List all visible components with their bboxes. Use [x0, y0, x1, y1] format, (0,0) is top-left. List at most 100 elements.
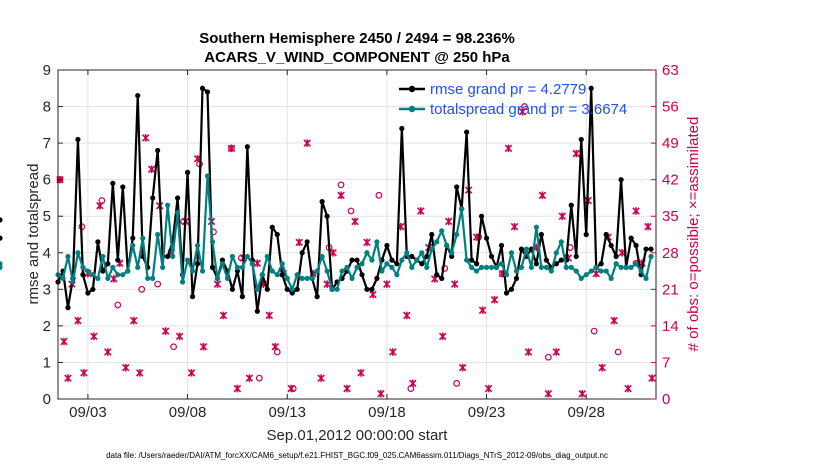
obs-assimilated-marker [90, 332, 98, 341]
obs-assimilated-marker [351, 217, 359, 226]
series-lines [0, 85, 654, 314]
totalspread-point [528, 264, 535, 270]
totalspread-point [369, 257, 375, 263]
obs-assimilated-marker [141, 134, 150, 142]
totalspread-point [269, 268, 275, 274]
totalspread-point [379, 268, 385, 274]
rmse-point [349, 257, 355, 263]
totalspread-point [394, 272, 400, 278]
obs-assimilated-marker [271, 342, 280, 351]
rmse-point [384, 242, 390, 249]
totalspread-line [57, 174, 653, 291]
totalspread-point [593, 264, 599, 270]
totalspread-point [419, 250, 425, 256]
obs-possible-marker [255, 374, 263, 382]
obs-assimilated-marker [96, 201, 104, 210]
totalspread-point [105, 275, 111, 281]
rmse-point [135, 92, 141, 99]
rmse-point [0, 217, 3, 223]
rmse-point [474, 261, 480, 267]
rmse-point [274, 231, 280, 238]
y-tick-label: 8 [43, 99, 51, 116]
rmse-point [513, 275, 520, 281]
totalspread-point [578, 275, 584, 281]
obs-possible-marker [453, 379, 461, 387]
obs-assimilated-marker [403, 311, 411, 320]
totalspread-point [454, 231, 460, 238]
rmse-point [434, 272, 440, 278]
totalspread-point [508, 250, 515, 256]
obs-possible-marker [347, 207, 355, 215]
obs-assimilated-marker [510, 222, 519, 231]
rmse-point [503, 290, 510, 296]
legend-rmse-label: rmse grand pr = 4.2779 [430, 81, 586, 98]
rmse-point [598, 261, 604, 267]
rmse-point [608, 242, 614, 249]
totalspread-point [135, 264, 141, 270]
rmse-point [533, 261, 540, 267]
obs-assimilated-marker [518, 107, 527, 116]
rmse-point [409, 253, 415, 260]
rmse-point [469, 257, 475, 263]
rmse-point [464, 129, 470, 135]
totalspread-point [100, 253, 106, 260]
chart-title: Southern Hemisphere 2450 / 2494 = 98.236… [199, 30, 515, 47]
totalspread-point [374, 239, 380, 245]
obs-assimilated-marker [417, 207, 425, 215]
totalspread-point [648, 253, 654, 260]
obs-assimilated-marker [478, 306, 487, 315]
totalspread-point [314, 268, 320, 274]
rmse-point [279, 272, 285, 278]
obs-assimilated-marker [129, 316, 138, 325]
rmse-point [0, 235, 3, 241]
y2-tick-label: 63 [662, 62, 679, 79]
obs-assimilated-marker [343, 384, 351, 393]
totalspread-point [214, 275, 221, 281]
rmse-point [219, 257, 226, 263]
y-tick-label: 7 [43, 135, 51, 152]
obs-assimilated-marker [295, 238, 303, 247]
obs-assimilated-marker [524, 348, 533, 356]
x-tick-label: 09/23 [468, 404, 506, 421]
totalspread-point [424, 264, 430, 270]
totalspread-point [518, 264, 525, 270]
totalspread-point [608, 275, 614, 281]
totalspread-point [583, 272, 589, 278]
obs-assimilated-marker [122, 363, 130, 372]
rmse-point [189, 294, 196, 300]
y2-tick-label: 14 [662, 318, 679, 335]
obs-assimilated-marker [572, 149, 581, 158]
rmse-point [643, 246, 649, 252]
rmse-point [175, 195, 181, 201]
rmse-point [399, 125, 405, 132]
totalspread-point [643, 275, 649, 281]
rmse-point [204, 89, 211, 95]
totalspread-point [155, 231, 161, 238]
obs-assimilated-marker [610, 316, 618, 325]
obs-possible-marker [337, 181, 345, 189]
totalspread-point [115, 272, 121, 278]
totalspread-point [189, 268, 196, 274]
obs-possible-marker [170, 343, 178, 351]
rmse-point [543, 257, 549, 263]
rmse-point [130, 235, 136, 241]
rmse-point [369, 286, 375, 292]
rmse-point [289, 290, 295, 296]
totalspread-point [533, 224, 540, 230]
totalspread-point [488, 264, 495, 270]
obs-assimilated-marker [245, 374, 254, 382]
obs-assimilated-marker [213, 280, 222, 288]
rmse-point [234, 268, 240, 274]
rmse-point [95, 239, 101, 245]
totalspread-point [459, 206, 465, 212]
rmse-point [150, 195, 156, 201]
rmse-point [364, 286, 370, 292]
totalspread-point [234, 264, 240, 270]
obs-assimilated-marker [458, 363, 467, 372]
rmse-point [284, 286, 290, 292]
obs-assimilated-marker [147, 165, 156, 174]
rmse-point [449, 253, 455, 260]
legend: rmse grand pr = 4.2779 totalspread grand… [399, 81, 627, 118]
totalspread-point [324, 268, 330, 274]
rmse-point [419, 261, 425, 267]
